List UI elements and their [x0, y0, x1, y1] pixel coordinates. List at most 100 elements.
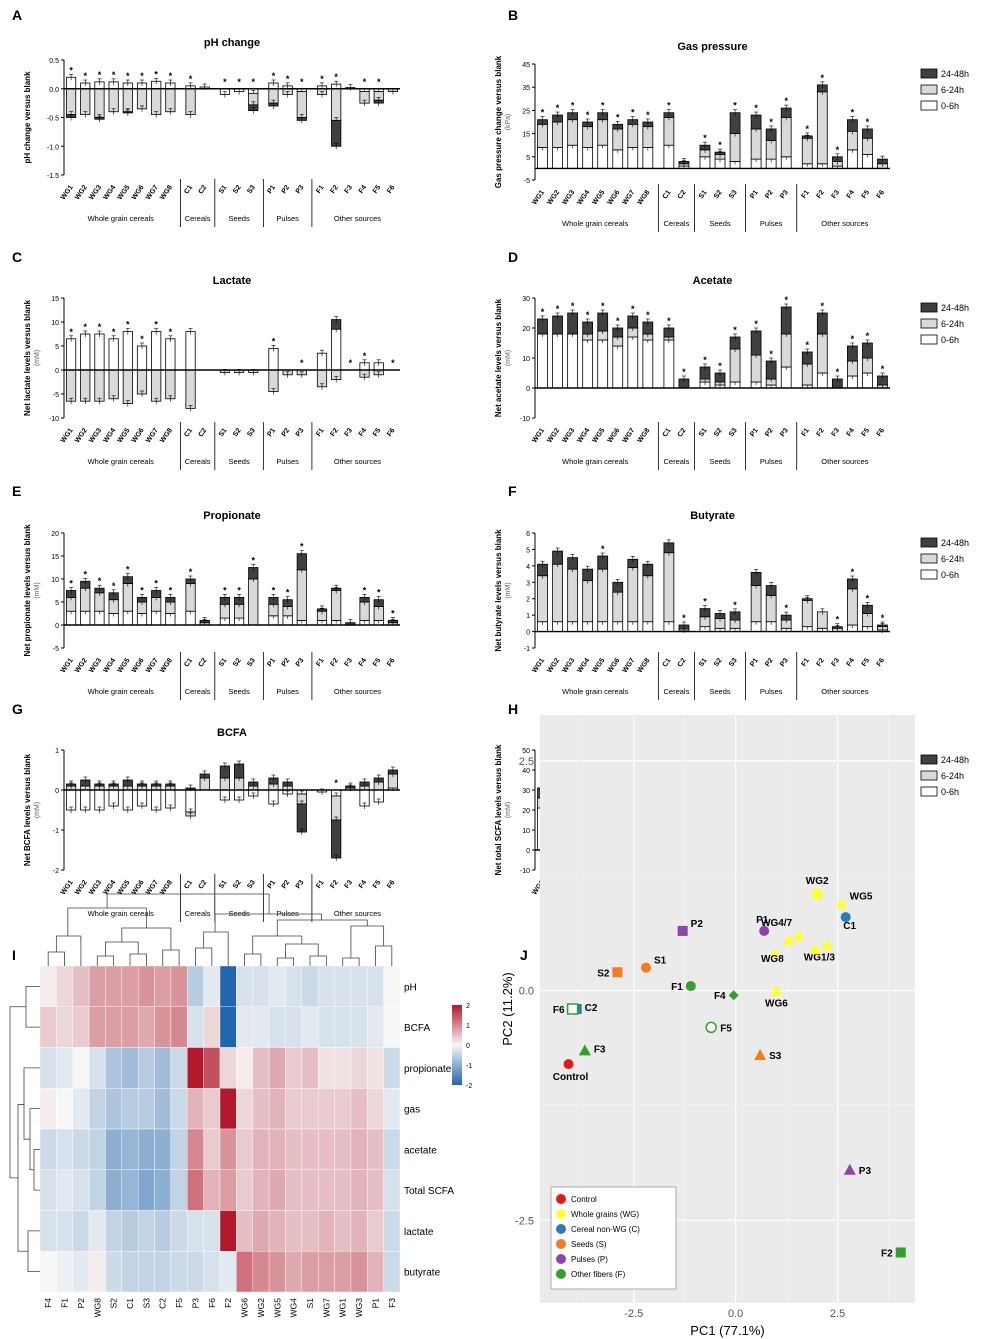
dendrogram-branch	[27, 1230, 40, 1273]
panel-j: J -2.5 0.0 2.5 -2.5 0.0 2.5 PC1 (77.1%) PC2 (11.…	[500, 715, 915, 1338]
dendrogram-branch	[23, 1067, 40, 1140]
dendrogram-branch	[276, 957, 295, 966]
heatmap-cell-propionate-wg7	[317, 1047, 335, 1089]
heatmap-cell-bcfa-f1	[56, 1006, 73, 1048]
point-label: S3	[769, 1051, 782, 1062]
y-tick-label: 1	[55, 748, 59, 755]
x-tick-label: F3	[344, 657, 354, 668]
signif-star-wg6: *	[616, 316, 620, 326]
bar-wg8-6-24h	[642, 126, 654, 148]
x-tick-label: F2	[329, 427, 339, 438]
heatmap-cell-lactate-s2	[105, 1210, 123, 1252]
point-label: Control	[553, 1072, 589, 1083]
point-label: P2	[691, 919, 704, 930]
heatmap-cell-total-scfa-wg2	[252, 1169, 270, 1211]
x-tick-label: WG6	[607, 657, 622, 674]
bar-wg4-6-24h	[108, 369, 119, 400]
x-tick-label: WG1	[60, 427, 75, 444]
group-label: Seeds	[709, 457, 731, 466]
y-tick-label: -5	[524, 178, 530, 185]
bar-wg8-0-6h	[642, 339, 654, 389]
dendrogram-branch	[195, 947, 213, 966]
signif-star-f1: *	[805, 340, 809, 350]
x-tick-label: F6	[386, 184, 396, 195]
heatmap-cell-lactate-f3	[383, 1210, 401, 1252]
signif-star-f4: *	[851, 108, 855, 118]
bar-wg8-0-6h	[165, 338, 176, 371]
x-tick-label: F6	[386, 657, 396, 668]
heatmap-cell-total-scfa-wg7	[317, 1169, 335, 1211]
heatmap-cell-total-scfa-f4	[39, 1169, 57, 1211]
x-tick-label: S3	[728, 189, 739, 200]
dendrogram-branch	[375, 945, 393, 966]
heatmap-cell-acetate-f1	[56, 1128, 73, 1170]
bar-wg3-0-6h	[567, 333, 578, 389]
x-tick-label: S2	[713, 189, 724, 200]
y-tick-label: 5	[55, 600, 59, 607]
y-axis-label: Net butyrate levels versus blank	[494, 529, 503, 652]
point-wg2	[812, 889, 823, 900]
signif-star-wg5: *	[126, 71, 130, 81]
bar-wg5-6-24h	[597, 568, 609, 623]
legend-swatch	[556, 1239, 566, 1249]
heatmap-cell-lactate-wg6	[236, 1210, 253, 1252]
legend-swatch-6-24h	[920, 770, 938, 781]
heatmap-cell-bcfa-wg5	[268, 1006, 286, 1048]
x-tick-label: WG2	[74, 879, 89, 896]
x-tick-label: F1	[800, 189, 810, 200]
y-axis-label: Net lactate levels versus blank	[23, 299, 32, 416]
x-tick-label: F3	[344, 879, 354, 890]
x-tick-label: F4	[846, 189, 856, 200]
signif-star-f5: *	[866, 117, 870, 127]
heatmap-cell-bcfa-p1	[367, 1006, 384, 1048]
bar-wg8-6-24h	[165, 88, 176, 113]
y-axis-label: Net total SCFA levels versus blank	[494, 744, 503, 875]
point-wg8	[769, 948, 780, 959]
signif-star-f5: *	[866, 331, 870, 341]
dendrogram-branch	[121, 927, 172, 950]
heatmap-col-label: P3	[190, 1298, 200, 1309]
signif-star-p2: *	[769, 349, 773, 359]
y-axis-label: pH change versus blank	[23, 71, 32, 164]
heatmap-cell-total-scfa-s2	[105, 1169, 123, 1211]
x-tick-label: WG1	[531, 657, 546, 674]
heatmap-col-label: C1	[125, 1298, 135, 1309]
point-f1	[685, 981, 696, 992]
heatmap-cell-ph-wg8	[88, 965, 106, 1007]
x-tick-label: P3	[295, 657, 306, 668]
x-tick-label: S2	[232, 184, 243, 195]
x-tick-label: S2	[232, 657, 243, 668]
legend-swatch-0-6h	[920, 569, 938, 580]
x-tick-label: C1	[662, 427, 673, 438]
bar-f2-6-24h	[816, 333, 828, 374]
heatmap-cell-ph-s1	[301, 965, 319, 1007]
legend: 24-48h 6-24h 0-6h	[920, 302, 969, 345]
bar-wg3-0-6h	[567, 144, 578, 169]
signif-star-f4: *	[363, 351, 367, 361]
bar-wg6-0-6h	[136, 345, 148, 371]
y-tick-label: 30	[522, 788, 530, 795]
point-s3	[754, 1048, 767, 1060]
x-tick-label: WG4	[102, 657, 117, 674]
heatmap-col-label: P2	[76, 1298, 86, 1309]
heatmap-cell-acetate-wg1	[334, 1128, 352, 1170]
y-tick-label: -10	[520, 416, 530, 423]
panel-d: D Acetate Net acetate levels versus blank(…	[494, 249, 969, 470]
y-tick-label: 0.5	[49, 58, 59, 65]
heatmap-cell-ph-s2	[105, 965, 123, 1007]
point-p1	[759, 925, 770, 936]
signif-star-f2: *	[334, 72, 338, 82]
bar-wg1-6-24h	[66, 88, 77, 116]
y-tick-label: -5	[53, 646, 59, 653]
x-tick-label: F6	[876, 657, 886, 668]
point-wg4-7	[782, 934, 795, 946]
dendrogram-branch	[106, 893, 270, 914]
y-tick-label: 5	[526, 547, 530, 554]
heatmap-cell-ph-wg4	[285, 965, 303, 1007]
heatmap-cell-lactate-p3	[187, 1210, 204, 1252]
x-tick-label: S2	[232, 427, 243, 438]
heatmap-cell-propionate-wg4	[285, 1047, 303, 1089]
legend-swatch-0-6h	[920, 334, 938, 345]
bar-f2-24-48h	[331, 119, 342, 147]
dendrogram-branch	[96, 955, 115, 966]
